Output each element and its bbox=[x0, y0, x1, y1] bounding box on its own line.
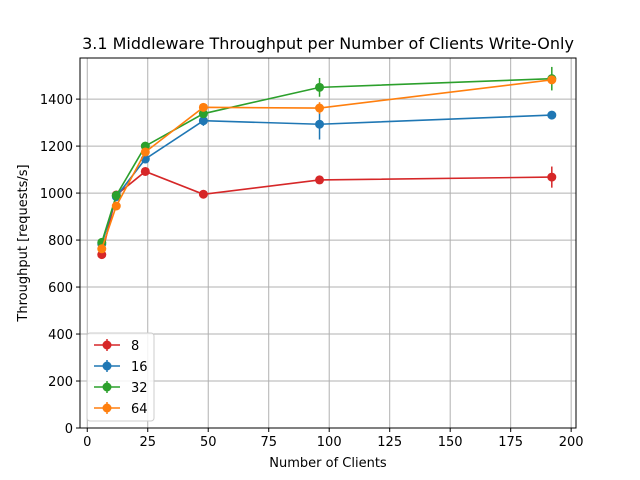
data-point bbox=[198, 116, 208, 126]
y-tick-label: 0 bbox=[65, 422, 73, 437]
y-axis-label: Throughput [requests/s] bbox=[16, 164, 31, 322]
y-tick-label: 200 bbox=[48, 375, 73, 390]
legend-label: 8 bbox=[131, 339, 139, 354]
x-axis-label: Number of Clients bbox=[269, 456, 387, 471]
legend: 8 16 32 64 bbox=[86, 332, 155, 422]
x-tick-label: 200 bbox=[559, 435, 584, 450]
legend-label: 16 bbox=[131, 360, 148, 375]
legend-item: 64 bbox=[94, 402, 148, 417]
y-tick-label: 400 bbox=[48, 328, 73, 343]
data-point bbox=[111, 190, 121, 200]
data-point bbox=[547, 75, 557, 85]
y-tick-label: 1400 bbox=[40, 93, 73, 108]
x-tick-label: 0 bbox=[83, 435, 91, 450]
series-64 bbox=[97, 75, 557, 254]
legend-item: 32 bbox=[94, 381, 148, 396]
chart-title: 3.1 Middleware Throughput per Number of … bbox=[82, 34, 574, 53]
data-point bbox=[97, 244, 107, 254]
data-point bbox=[198, 189, 208, 199]
data-point bbox=[315, 82, 325, 92]
x-tick-label: 50 bbox=[200, 435, 217, 450]
y-tick-label: 1200 bbox=[40, 140, 73, 155]
plot-area bbox=[80, 58, 576, 428]
data-point bbox=[547, 172, 557, 182]
y-tick-label: 800 bbox=[48, 234, 73, 249]
legend-item: 16 bbox=[94, 360, 148, 375]
data-point bbox=[547, 110, 557, 120]
x-tick-label: 25 bbox=[139, 435, 156, 450]
data-point bbox=[140, 166, 150, 176]
x-tick-label: 175 bbox=[498, 435, 523, 450]
series-layer bbox=[97, 66, 557, 260]
y-tick-label: 1000 bbox=[40, 187, 73, 202]
x-tick-label: 150 bbox=[438, 435, 463, 450]
legend-marker bbox=[102, 340, 112, 350]
legend-item: 8 bbox=[94, 339, 139, 354]
y-tick-label: 600 bbox=[48, 281, 73, 296]
legend-box bbox=[86, 332, 155, 422]
plot-frame bbox=[79, 57, 577, 429]
x-axis: 0 25 50 75 100 125 150 175 200 bbox=[83, 428, 584, 450]
data-point bbox=[315, 119, 325, 129]
x-tick-label: 75 bbox=[260, 435, 277, 450]
legend-marker bbox=[102, 361, 112, 371]
x-tick-label: 125 bbox=[377, 435, 402, 450]
data-point bbox=[111, 201, 121, 211]
legend-label: 64 bbox=[131, 402, 148, 417]
legend-marker bbox=[102, 403, 112, 413]
y-axis: 0 200 400 600 800 1000 1200 1400 bbox=[40, 93, 80, 437]
data-point bbox=[315, 175, 325, 185]
legend-marker bbox=[102, 382, 112, 392]
data-point bbox=[198, 109, 208, 119]
data-point bbox=[198, 102, 208, 112]
data-point bbox=[315, 103, 325, 113]
series-line bbox=[101, 79, 552, 250]
data-point bbox=[140, 147, 150, 157]
x-tick-label: 100 bbox=[317, 435, 342, 450]
legend-label: 32 bbox=[131, 381, 148, 396]
